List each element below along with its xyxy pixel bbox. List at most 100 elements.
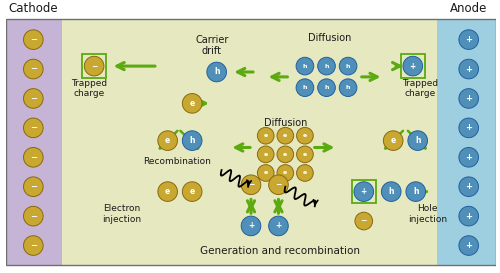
- Text: −: −: [248, 180, 254, 189]
- Text: Anode: Anode: [450, 2, 488, 15]
- Circle shape: [354, 182, 374, 201]
- Text: −: −: [276, 180, 281, 189]
- Bar: [352, 180, 376, 203]
- Circle shape: [24, 236, 43, 255]
- Text: h: h: [346, 85, 350, 90]
- Circle shape: [24, 89, 43, 108]
- Circle shape: [182, 94, 202, 113]
- Circle shape: [241, 216, 261, 236]
- Text: Diffusion: Diffusion: [308, 33, 351, 43]
- Text: e: e: [190, 187, 195, 196]
- Text: −: −: [30, 64, 37, 73]
- Text: h: h: [324, 64, 329, 69]
- Text: −: −: [30, 94, 37, 103]
- Text: e: e: [283, 133, 288, 138]
- Circle shape: [459, 147, 478, 167]
- Text: Recombination: Recombination: [144, 157, 212, 166]
- Circle shape: [403, 56, 422, 76]
- Circle shape: [296, 127, 314, 144]
- Circle shape: [258, 127, 274, 144]
- Circle shape: [318, 57, 336, 75]
- Circle shape: [459, 177, 478, 197]
- Circle shape: [406, 182, 425, 201]
- Circle shape: [355, 212, 372, 230]
- Text: h: h: [214, 67, 220, 76]
- Text: +: +: [465, 153, 472, 162]
- Text: h: h: [302, 64, 307, 69]
- Text: Hole
injection: Hole injection: [408, 204, 447, 224]
- Text: Generation and recombination: Generation and recombination: [200, 245, 360, 256]
- Text: +: +: [410, 62, 416, 71]
- Text: +: +: [248, 221, 254, 230]
- Text: e: e: [303, 170, 307, 176]
- Circle shape: [182, 131, 202, 150]
- Text: −: −: [30, 35, 37, 44]
- Circle shape: [296, 79, 314, 96]
- Circle shape: [268, 216, 288, 236]
- Circle shape: [277, 127, 293, 144]
- Text: e: e: [303, 152, 307, 157]
- Circle shape: [24, 206, 43, 226]
- Text: h: h: [388, 187, 394, 196]
- Text: −: −: [30, 182, 37, 191]
- Text: h: h: [324, 85, 329, 90]
- Text: h: h: [302, 85, 307, 90]
- Text: h: h: [413, 187, 418, 196]
- Circle shape: [258, 146, 274, 163]
- Circle shape: [459, 236, 478, 255]
- Text: e: e: [264, 152, 268, 157]
- Text: +: +: [465, 64, 472, 73]
- Bar: [62, 19, 438, 265]
- Circle shape: [158, 182, 178, 201]
- Circle shape: [340, 79, 357, 96]
- Text: e: e: [283, 170, 288, 176]
- Text: Trapped
charge: Trapped charge: [402, 79, 438, 98]
- Circle shape: [382, 182, 401, 201]
- Circle shape: [459, 89, 478, 108]
- Text: e: e: [165, 187, 170, 196]
- Circle shape: [296, 57, 314, 75]
- Text: e: e: [303, 133, 307, 138]
- Circle shape: [258, 165, 274, 181]
- Text: +: +: [276, 221, 281, 230]
- Circle shape: [459, 30, 478, 49]
- Text: −: −: [360, 216, 367, 225]
- Text: +: +: [465, 182, 472, 191]
- Text: Electron
injection: Electron injection: [102, 204, 141, 224]
- Circle shape: [340, 57, 357, 75]
- Text: −: −: [30, 153, 37, 162]
- Circle shape: [296, 165, 314, 181]
- Circle shape: [408, 131, 428, 150]
- Bar: [82, 54, 106, 78]
- Circle shape: [24, 118, 43, 138]
- Text: e: e: [283, 152, 288, 157]
- Text: Diffusion: Diffusion: [264, 118, 307, 128]
- Circle shape: [24, 177, 43, 197]
- Text: +: +: [465, 94, 472, 103]
- Circle shape: [296, 146, 314, 163]
- Text: h: h: [190, 136, 195, 145]
- Text: −: −: [30, 241, 37, 250]
- Text: h: h: [415, 136, 420, 145]
- Text: +: +: [465, 241, 472, 250]
- Bar: [438, 19, 496, 265]
- Text: +: +: [465, 35, 472, 44]
- Text: e: e: [264, 133, 268, 138]
- Bar: [401, 54, 424, 78]
- Text: −: −: [30, 123, 37, 132]
- Text: e: e: [390, 136, 396, 145]
- Text: e: e: [264, 170, 268, 176]
- Text: Cathode: Cathode: [8, 2, 58, 15]
- Text: e: e: [165, 136, 170, 145]
- Text: +: +: [465, 123, 472, 132]
- Circle shape: [459, 59, 478, 79]
- Circle shape: [84, 56, 104, 76]
- Circle shape: [268, 175, 288, 195]
- Text: −: −: [91, 62, 98, 71]
- Circle shape: [277, 146, 293, 163]
- Text: −: −: [30, 212, 37, 221]
- Circle shape: [182, 182, 202, 201]
- Circle shape: [277, 165, 293, 181]
- Circle shape: [241, 175, 261, 195]
- Circle shape: [24, 59, 43, 79]
